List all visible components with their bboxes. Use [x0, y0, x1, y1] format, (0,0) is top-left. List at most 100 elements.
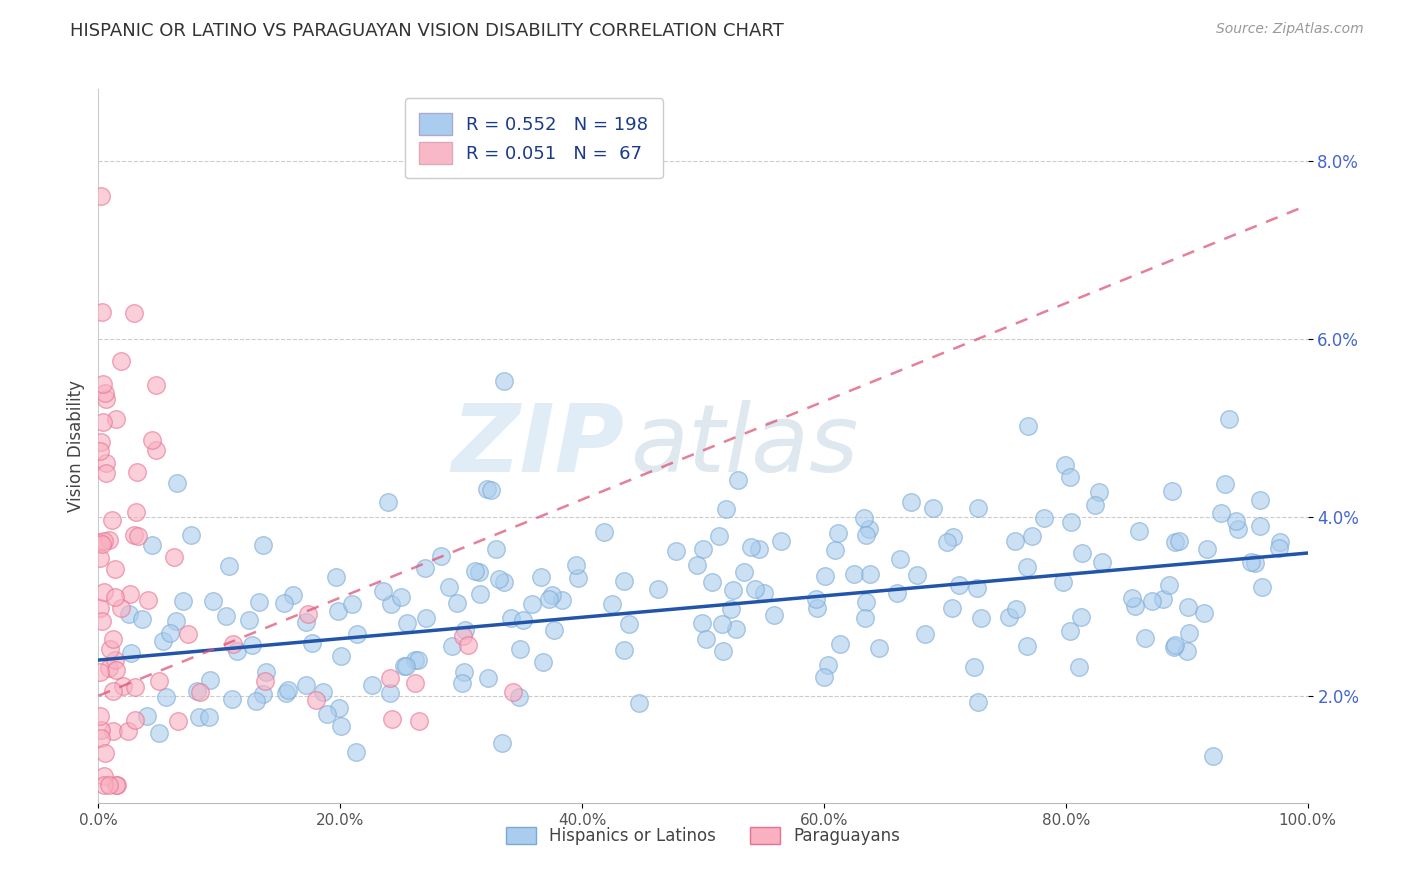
- Point: [627, 696, 650, 710]
- Point: [1128, 524, 1150, 538]
- Point: [166, 714, 188, 728]
- Point: [240, 638, 263, 652]
- Point: [827, 526, 849, 541]
- Point: [94, 392, 117, 407]
- Point: [273, 596, 295, 610]
- Point: [1202, 748, 1225, 763]
- Point: [600, 597, 623, 611]
- Point: [711, 644, 734, 658]
- Point: [201, 593, 224, 607]
- Point: [868, 640, 890, 655]
- Point: [1032, 510, 1054, 524]
- Point: [344, 745, 367, 759]
- Point: [1249, 519, 1271, 533]
- Point: [105, 778, 128, 792]
- Point: [90, 434, 112, 449]
- Point: [619, 617, 641, 632]
- Point: [538, 592, 561, 607]
- Point: [748, 542, 770, 557]
- Point: [446, 596, 468, 610]
- Point: [215, 608, 238, 623]
- Point: [187, 710, 209, 724]
- Point: [1052, 575, 1074, 590]
- Point: [325, 570, 347, 584]
- Point: [392, 658, 415, 673]
- Point: [406, 653, 429, 667]
- Point: [948, 577, 970, 591]
- Point: [145, 378, 167, 392]
- Point: [522, 597, 544, 611]
- Point: [1071, 546, 1094, 560]
- Point: [346, 627, 368, 641]
- Point: [970, 611, 993, 625]
- Point: [905, 568, 928, 582]
- Point: [120, 646, 142, 660]
- Point: [222, 637, 245, 651]
- Point: [454, 623, 477, 637]
- Point: [311, 685, 333, 699]
- Point: [1015, 639, 1038, 653]
- Point: [1121, 591, 1143, 606]
- Point: [1177, 600, 1199, 615]
- Point: [326, 604, 349, 618]
- Point: [1070, 610, 1092, 624]
- Point: [389, 590, 412, 604]
- Point: [97, 778, 120, 792]
- Point: [963, 659, 986, 673]
- Point: [131, 612, 153, 626]
- Point: [125, 505, 148, 519]
- Point: [1161, 484, 1184, 499]
- Point: [1163, 640, 1185, 654]
- Point: [120, 587, 142, 601]
- Point: [378, 671, 401, 685]
- Point: [1017, 560, 1039, 574]
- Point: [477, 482, 499, 496]
- Point: [408, 714, 430, 728]
- Point: [1249, 492, 1271, 507]
- Point: [508, 690, 530, 704]
- Point: [1021, 528, 1043, 542]
- Point: [127, 529, 149, 543]
- Point: [91, 537, 114, 551]
- Point: [692, 541, 714, 556]
- Point: [91, 305, 114, 319]
- Point: [468, 565, 491, 579]
- Point: [254, 674, 277, 689]
- Point: [477, 671, 499, 685]
- Point: [198, 673, 221, 687]
- Point: [180, 527, 202, 541]
- Point: [967, 695, 990, 709]
- Point: [176, 627, 198, 641]
- Point: [1017, 419, 1039, 434]
- Point: [297, 607, 319, 621]
- Point: [395, 616, 418, 631]
- Point: [94, 386, 117, 401]
- Point: [714, 502, 737, 516]
- Point: [93, 778, 115, 792]
- Point: [1175, 643, 1198, 657]
- Point: [245, 694, 267, 708]
- Point: [484, 542, 506, 557]
- Point: [512, 613, 534, 627]
- Point: [1268, 534, 1291, 549]
- Point: [125, 465, 148, 479]
- Point: [221, 691, 243, 706]
- Point: [543, 623, 565, 637]
- Point: [371, 584, 394, 599]
- Point: [103, 683, 125, 698]
- Point: [247, 595, 270, 609]
- Point: [105, 778, 128, 792]
- Point: [226, 644, 249, 658]
- Point: [90, 189, 112, 203]
- Point: [1004, 533, 1026, 548]
- Point: [254, 665, 277, 679]
- Point: [97, 533, 120, 547]
- Point: [707, 529, 730, 543]
- Point: [441, 639, 464, 653]
- Point: [1167, 534, 1189, 549]
- Point: [93, 415, 115, 429]
- Point: [855, 528, 877, 542]
- Point: [281, 588, 304, 602]
- Point: [858, 522, 880, 536]
- Point: [1226, 522, 1249, 536]
